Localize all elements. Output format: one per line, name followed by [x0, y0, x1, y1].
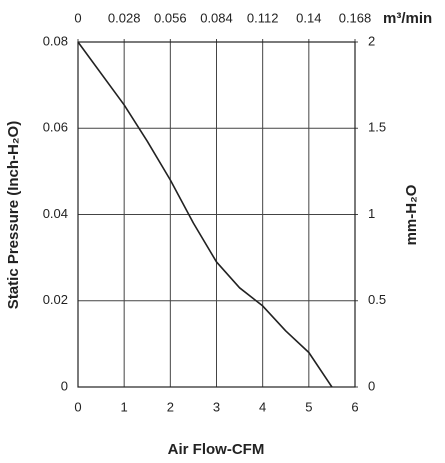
x2-tick-label: 0.168 [339, 10, 372, 25]
plot-frame [77, 41, 356, 388]
y-tick-label: 0.06 [43, 120, 68, 135]
x-tick-label: 6 [351, 399, 358, 414]
x-tick-label: 0 [74, 399, 81, 414]
y2-tick-label: 0 [368, 378, 375, 393]
data-line [77, 41, 333, 388]
x-tick-label: 2 [167, 399, 174, 414]
y-tick-label: 0.02 [43, 292, 68, 307]
y2-tick-label: 1 [368, 206, 375, 221]
x2-axis-label: m³/min [383, 10, 432, 27]
x2-tick-label: 0.028 [108, 10, 141, 25]
y-axis-label: Static Pressure (Inch-H₂O) [5, 121, 22, 309]
x-tick-label: 4 [259, 399, 266, 414]
x2-tick-label: 0.084 [200, 10, 233, 25]
y-tick-label: 0.08 [43, 33, 68, 48]
x-tick-label: 1 [121, 399, 128, 414]
y2-tick-label: 2 [368, 33, 375, 48]
x-tick-label: 3 [213, 399, 220, 414]
y2-tick-label: 0.5 [368, 292, 386, 307]
x-tick-label: 5 [305, 399, 312, 414]
x-axis-label: Air Flow-CFM [168, 441, 265, 458]
y-tick-label: 0.04 [43, 206, 68, 221]
x2-tick-label: 0.112 [247, 10, 279, 25]
x2-tick-label: 0 [74, 10, 81, 25]
y-tick-label: 0 [61, 378, 68, 393]
x2-tick-label: 0.056 [154, 10, 187, 25]
x2-tick-label: 0.14 [296, 10, 321, 25]
y2-tick-label: 1.5 [368, 120, 386, 135]
y2-axis-label: mm-H₂O [403, 184, 420, 245]
